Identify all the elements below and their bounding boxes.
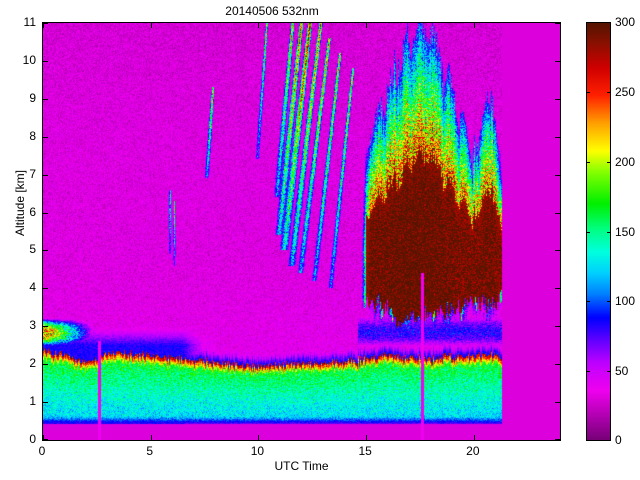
y-tick-mark [43, 402, 48, 404]
y-tick-label: 11 [23, 15, 36, 29]
colorbar-tick-mark [607, 161, 611, 163]
colorbar-tick-label: 250 [615, 84, 636, 99]
colorbar-tick-label: 200 [615, 154, 636, 169]
y-tick-label: 6 [29, 204, 36, 219]
colorbar-tick-mark [586, 161, 590, 163]
lidar-backscatter-heatmap[interactable] [43, 23, 560, 440]
x-tick-label: 5 [146, 444, 154, 458]
x-axis-label: UTC Time [274, 459, 329, 473]
y-tick-label: 5 [29, 242, 36, 257]
y-tick-mark [555, 60, 560, 62]
y-tick-mark [555, 288, 560, 290]
colorbar[interactable] [586, 22, 611, 441]
x-tick-mark [473, 435, 475, 440]
y-tick-label: 2 [29, 356, 36, 371]
y-tick-label: 8 [29, 128, 36, 143]
y-tick-label: 1 [29, 394, 36, 409]
colorbar-tick-mark [586, 231, 590, 233]
y-tick-mark [43, 250, 48, 252]
colorbar-tick-mark [607, 91, 611, 93]
page-title: 20140506 532nm [225, 4, 319, 18]
colorbar-tick-mark [607, 231, 611, 233]
y-tick-mark [555, 174, 560, 176]
y-tick-mark [43, 60, 48, 62]
y-axis-label: Altitude [km] [13, 169, 27, 237]
y-tick-mark [555, 364, 560, 366]
y-tick-mark [43, 439, 48, 440]
y-tick-label: 4 [29, 280, 36, 295]
colorbar-tick-mark [607, 22, 611, 23]
x-tick-mark [150, 435, 152, 440]
x-tick-label: 20 [466, 444, 480, 458]
colorbar-tick-mark [607, 371, 611, 373]
x-tick-mark [473, 23, 475, 28]
x-tick-label: 15 [358, 444, 372, 458]
colorbar-tick-label: 100 [615, 294, 636, 309]
colorbar-tick-mark [586, 91, 590, 93]
y-tick-mark [555, 439, 560, 440]
y-tick-label: 9 [29, 90, 36, 105]
y-tick-mark [43, 364, 48, 366]
x-tick-label: 10 [250, 444, 265, 458]
y-tick-mark [555, 250, 560, 252]
y-tick-mark [43, 326, 48, 328]
x-tick-mark [366, 435, 368, 440]
colorbar-tick-mark [586, 371, 590, 373]
y-tick-mark [555, 98, 560, 100]
colorbar-tick-mark [607, 440, 611, 441]
y-tick-mark [43, 212, 48, 214]
x-tick-mark [150, 23, 152, 28]
y-tick-label: 10 [22, 52, 36, 67]
y-tick-mark [555, 23, 560, 24]
y-tick-mark [555, 402, 560, 404]
colorbar-tick-label: 150 [615, 224, 636, 239]
y-tick-mark [43, 136, 48, 138]
x-tick-label: 0 [38, 444, 46, 458]
y-tick-mark [43, 23, 48, 24]
y-tick-mark [43, 288, 48, 290]
colorbar-tick-mark [586, 22, 590, 23]
colorbar-tick-label: 50 [615, 364, 629, 379]
y-tick-mark [43, 174, 48, 176]
x-tick-mark [258, 23, 260, 28]
colorbar-tick-label: 300 [615, 15, 636, 29]
colorbar-tick-label: 0 [615, 433, 622, 447]
x-tick-mark [258, 435, 260, 440]
x-tick-mark [43, 23, 44, 28]
x-tick-mark [366, 23, 368, 28]
y-tick-mark [555, 212, 560, 214]
y-tick-mark [555, 326, 560, 328]
y-tick-mark [43, 98, 48, 100]
y-tick-label: 7 [29, 166, 36, 181]
heatmap-axes[interactable] [42, 22, 561, 441]
y-tick-mark [555, 136, 560, 138]
y-tick-label: 3 [29, 318, 36, 333]
colorbar-tick-mark [586, 440, 590, 441]
colorbar-tick-mark [607, 301, 611, 303]
y-tick-label: 0 [29, 432, 36, 446]
colorbar-tick-mark [586, 301, 590, 303]
x-tick-mark [43, 435, 44, 440]
